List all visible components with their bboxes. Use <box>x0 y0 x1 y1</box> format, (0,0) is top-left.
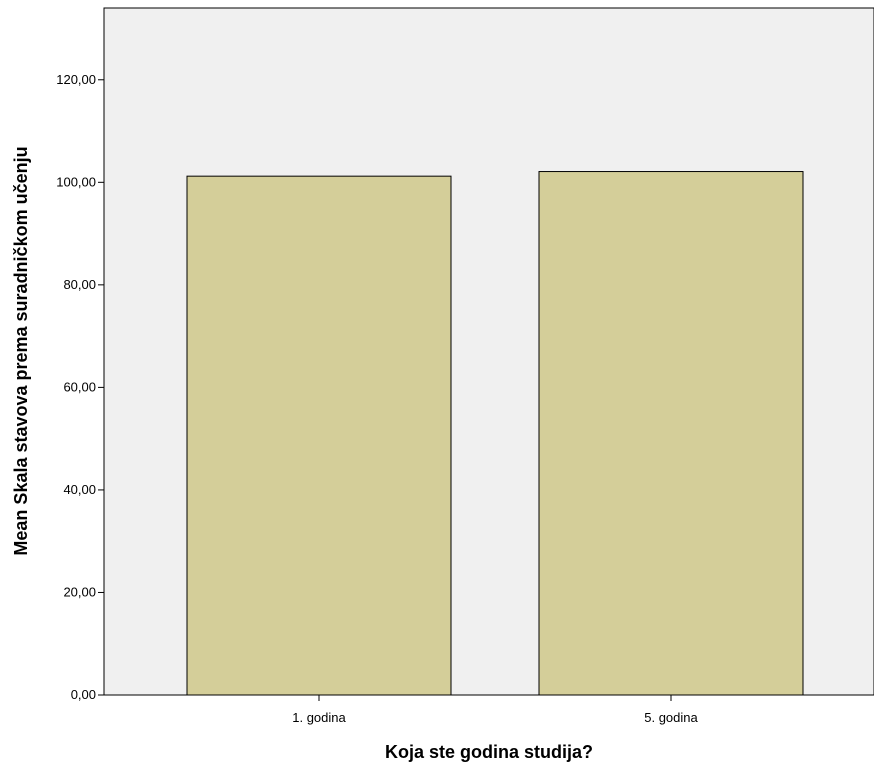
y-tick-label: 20,00 <box>63 584 96 599</box>
y-tick-label: 40,00 <box>63 482 96 497</box>
y-tick-label: 100,00 <box>56 174 96 189</box>
y-tick-label: 0,00 <box>71 687 96 702</box>
y-axis-title: Mean Skala stavova prema suradničkom uče… <box>11 146 31 555</box>
bar-1 <box>186 175 452 696</box>
x-ticks-group: 1. godina 5. godina <box>292 695 699 725</box>
y-tick-label: 80,00 <box>63 277 96 292</box>
bar-2 <box>538 171 804 696</box>
y-ticks-group: 0,00 20,00 40,00 60,00 80,00 100,00 120,00 <box>56 72 104 702</box>
y-tick-label: 120,00 <box>56 72 96 87</box>
x-tick-label: 1. godina <box>292 710 346 725</box>
y-tick-label: 60,00 <box>63 379 96 394</box>
x-tick-label: 5. godina <box>644 710 698 725</box>
x-axis-title: Koja ste godina studija? <box>385 742 593 762</box>
